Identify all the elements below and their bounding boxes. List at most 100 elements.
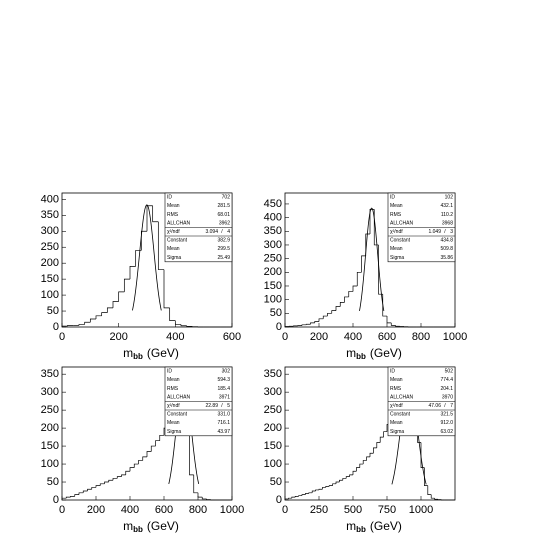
x-axis-label-main: m (346, 519, 356, 533)
histogram-bin (291, 496, 296, 499)
histogram-bin (373, 447, 377, 454)
stats-label: RMS (390, 386, 402, 392)
y-tick-label: 0 (276, 321, 282, 333)
x-axis-label-main: m (123, 346, 133, 360)
x-axis-label: mbb (GeV) (123, 346, 179, 361)
x-axis-label-unit: (GeV) (370, 519, 402, 533)
histogram-bin (301, 324, 307, 326)
stats-value: 43.97 (217, 429, 230, 435)
histogram-bin (356, 271, 362, 286)
histogram-bin (366, 456, 370, 461)
histogram-bin (339, 302, 345, 307)
y-tick-label: 100 (264, 458, 282, 470)
stats-value: 502 (445, 369, 454, 375)
histogram-bin (146, 451, 152, 457)
histogram-bin (284, 326, 290, 327)
stats-value: 331.0 (217, 412, 230, 418)
stats-ndf: 7 (450, 403, 453, 409)
stats-label: Sigma (167, 429, 181, 435)
stats-label: ALLCHAN (390, 394, 413, 400)
histogram-bin (133, 463, 139, 468)
x-axis-label-sub: bb (133, 525, 143, 534)
y-tick-label: 300 (41, 386, 59, 398)
histogram-bin (314, 321, 319, 323)
histogram-bin (152, 205, 159, 223)
histogram-bin (159, 434, 164, 441)
histogram-bin (362, 460, 367, 465)
histogram-bin (430, 494, 435, 499)
histogram-bin (298, 495, 302, 497)
y-tick-label: 350 (41, 368, 59, 380)
x-tick-label: 600 (223, 331, 241, 343)
stats-sep: / (444, 229, 446, 235)
x-tick-label: 1000 (409, 504, 433, 516)
stats-label: χ²/ndf (390, 229, 403, 235)
y-tick-label: 250 (41, 404, 59, 416)
histogram-bin (95, 315, 102, 320)
stats-label: ID (167, 195, 172, 201)
histogram-bin (84, 321, 91, 325)
histogram-bin (106, 307, 113, 313)
stats-value: 63.02 (440, 429, 453, 435)
stats-ndf: 5 (227, 403, 230, 409)
histogram-bin (339, 479, 343, 483)
stats-sep: / (444, 403, 446, 409)
stats-value: 25.49 (217, 255, 230, 261)
histogram-bin (174, 320, 181, 325)
histogram-bin (318, 318, 324, 322)
y-tick-label: 400 (264, 212, 282, 224)
y-tick-label: 0 (53, 321, 59, 333)
x-axis-label: mbb (GeV) (346, 519, 402, 534)
stats-label: Mean (390, 420, 403, 426)
histogram-bin (125, 470, 130, 475)
histogram-bin (67, 325, 74, 327)
stats-value: 594.3 (217, 377, 230, 383)
histogram-bin (376, 442, 381, 448)
stats-value: 185.4 (217, 386, 230, 392)
histogram-bin (186, 325, 193, 327)
histogram-bin (328, 485, 333, 487)
x-tick-label: 800 (412, 331, 430, 343)
histogram-bin (356, 467, 360, 472)
x-tick-label: 0 (282, 504, 288, 516)
histogram-bin (332, 483, 336, 486)
histogram-bin (288, 497, 292, 499)
x-tick-label: 600 (378, 331, 396, 343)
histogram-panel: 0 50 100 150 200 250 300 350 0 250 500 750 1000 ID 502… (264, 366, 456, 534)
stats-label: ALLCHAN (390, 220, 413, 226)
y-tick-label: 400 (41, 193, 59, 205)
stats-label: Constant (390, 238, 411, 244)
y-tick-label: 0 (276, 494, 282, 506)
stats-value: 912.0 (440, 420, 453, 426)
histogram-bin (382, 294, 387, 317)
stats-label: Constant (167, 238, 188, 244)
histogram-bin (65, 496, 71, 499)
y-tick-label: 250 (41, 241, 59, 253)
histogram-bin (308, 492, 313, 494)
histogram-bin (294, 496, 299, 498)
histogram-panel: 0 50 100 150 200 250 300 350 0 200 400 600 800 1000 ID… (41, 366, 244, 534)
x-axis-label: mbb (GeV) (346, 346, 402, 361)
stats-label: Sigma (390, 429, 404, 435)
histogram-bin (112, 301, 119, 308)
x-axis-label-unit: (GeV) (370, 346, 402, 360)
stats-value: 35.86 (440, 255, 453, 261)
histogram-bin (345, 476, 350, 479)
histogram-bin (420, 442, 425, 468)
histogram-bin (101, 312, 108, 316)
y-tick-label: 300 (264, 386, 282, 398)
stats-label: ID (390, 195, 395, 201)
y-tick-label: 350 (264, 368, 282, 380)
histogram-bin (327, 312, 332, 317)
stats-value: 1.049 (428, 229, 441, 235)
y-tick-label: 200 (264, 266, 282, 278)
stats-value: 47.06 (428, 403, 441, 409)
stats-value: 774.4 (440, 377, 453, 383)
stats-label: Mean (167, 420, 180, 426)
y-tick-label: 300 (264, 239, 282, 251)
histogram-bin (369, 452, 374, 457)
histogram-bin (305, 493, 309, 495)
histogram-bin (305, 323, 311, 325)
histogram-bin (311, 490, 316, 493)
